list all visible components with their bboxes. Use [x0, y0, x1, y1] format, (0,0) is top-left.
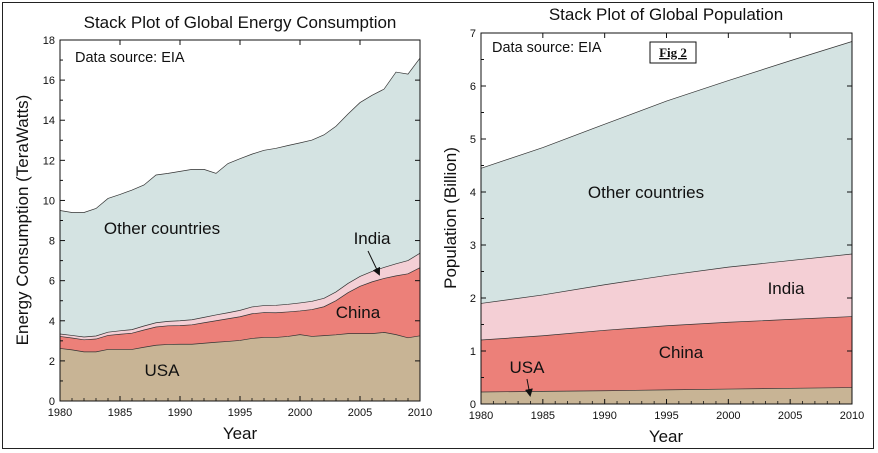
area-other-countries	[60, 58, 420, 338]
x-tick-label: 2000	[716, 410, 740, 422]
outline-other-countries	[480, 41, 853, 169]
x-tick-label: 1995	[654, 410, 678, 422]
population-areas	[481, 41, 852, 404]
fig-label-box	[649, 41, 697, 64]
data-source-note: Data source: EIA	[492, 40, 602, 56]
area-china	[481, 316, 852, 392]
y-tick-label: 0	[470, 399, 476, 411]
x-axis-title: Year	[223, 424, 258, 443]
y-tick-label: 2	[470, 293, 476, 305]
y-tick-label: 4	[49, 316, 55, 328]
x-tick-label: 1990	[168, 407, 192, 419]
outline-usa	[59, 332, 421, 353]
chart-title: Stack Plot of Global Population	[549, 5, 783, 24]
y-tick-label: 14	[43, 115, 55, 127]
india-pointer-arrow	[367, 250, 381, 276]
outline-other-countries	[59, 57, 421, 213]
outline-india	[480, 253, 853, 304]
y-tick-label: 6	[49, 276, 55, 288]
y-tick-label: 6	[470, 81, 476, 93]
area-usa	[481, 387, 852, 404]
population-area-outlines	[480, 41, 853, 393]
series-label-china: China	[336, 303, 381, 322]
x-tick-label: 2005	[348, 407, 372, 419]
outline-usa	[480, 387, 853, 393]
x-tick-label: 1980	[469, 410, 493, 422]
y-tick-label: 18	[43, 35, 55, 47]
outline-india	[59, 252, 421, 338]
x-axis-ticks: 1980 1985 1990 1995 2000 2005 2010	[469, 33, 864, 422]
x-tick-label: 2010	[840, 410, 864, 422]
area-china	[60, 267, 420, 352]
y-tick-label: 3	[470, 240, 476, 252]
y-tick-label: 7	[470, 28, 476, 40]
outline-china	[59, 267, 421, 341]
x-tick-label: 1985	[531, 410, 555, 422]
series-label-other-countries: Other countries	[104, 219, 220, 238]
outline-china	[480, 316, 853, 341]
series-label-usa: USA	[510, 358, 546, 377]
series-label-usa: USA	[145, 361, 181, 380]
area-usa	[60, 332, 420, 401]
population-chart: Stack Plot of Global Population 0 1 2 3 4 5 6 7…	[441, 5, 864, 446]
chart-title: Stack Plot of Global Energy Consumption	[84, 13, 397, 32]
x-tick-label: 1985	[108, 407, 132, 419]
y-axis-ticks: 0 2 4 6 8 10 12 14 16 18	[43, 35, 420, 408]
y-tick-label: 4	[470, 187, 476, 199]
y-tick-label: 8	[49, 236, 55, 248]
y-tick-label: 16	[43, 75, 55, 87]
data-source-note: Data source: EIA	[75, 50, 185, 66]
x-tick-label: 2005	[778, 410, 802, 422]
y-tick-label: 10	[43, 195, 55, 207]
y-tick-label: 0	[49, 396, 55, 408]
fig-label: Fig 2	[659, 45, 687, 60]
energy-chart: Stack Plot of Global Energy Consumption …	[13, 13, 432, 443]
area-other-countries	[481, 41, 852, 304]
area-india	[481, 254, 852, 341]
series-label-other-countries: Other countries	[588, 183, 704, 202]
y-axis-title: Energy Consumption (TeraWatts)	[13, 95, 32, 346]
energy-areas	[60, 58, 420, 401]
series-label-india: India	[354, 229, 391, 248]
usa-pointer-arrow	[524, 378, 533, 397]
x-tick-label: 2000	[288, 407, 312, 419]
y-tick-label: 5	[470, 134, 476, 146]
y-axis-title: Population (Billion)	[441, 147, 460, 289]
y-axis-ticks: 0 1 2 3 4 5 6 7	[470, 28, 852, 411]
x-axis-ticks: 1980 1985 1990 1995 2000 2005 2010	[48, 40, 432, 419]
x-tick-label: 1980	[48, 407, 72, 419]
x-tick-label: 1990	[592, 410, 616, 422]
x-axis-title: Year	[649, 427, 684, 446]
series-label-india: India	[768, 279, 805, 298]
y-tick-label: 1	[470, 346, 476, 358]
x-tick-label: 1995	[228, 407, 252, 419]
x-tick-label: 2010	[408, 407, 432, 419]
energy-area-outlines	[59, 57, 421, 353]
y-tick-label: 12	[43, 155, 55, 167]
series-label-china: China	[659, 343, 704, 362]
y-tick-label: 2	[49, 356, 55, 368]
